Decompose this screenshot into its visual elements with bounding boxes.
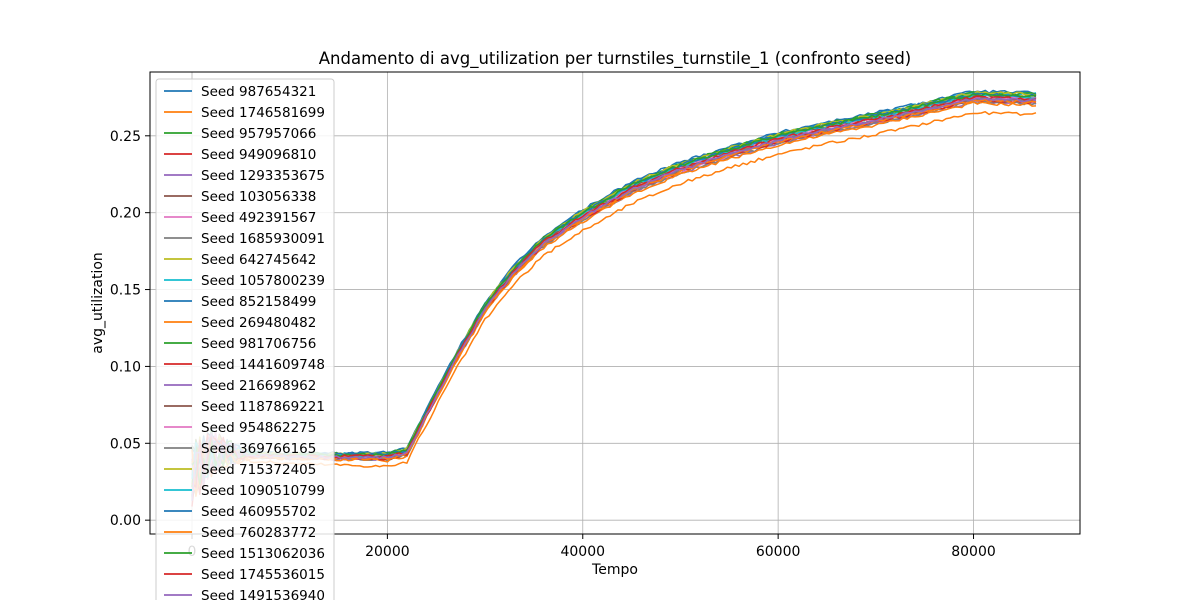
y-axis: 0.00 0.05 0.10 0.15 0.20 0.25 (110, 129, 150, 529)
y-tick-label: 0.10 (110, 359, 141, 375)
legend-entry: Seed 715372405 (201, 462, 316, 478)
legend-entry: Seed 492391567 (201, 210, 316, 226)
legend-entry: Seed 1745536015 (201, 567, 325, 583)
y-tick-label: 0.15 (110, 283, 141, 299)
legend-entry: Seed 1441609748 (201, 357, 325, 373)
x-tick-label: 60000 (756, 544, 801, 560)
x-tick-label: 80000 (951, 544, 996, 560)
legend-entry: Seed 954862275 (201, 420, 316, 436)
legend-entry: Seed 269480482 (201, 315, 316, 331)
legend-entry: Seed 1293353675 (201, 168, 325, 184)
legend-entry: Seed 852158499 (201, 294, 316, 310)
legend-entry: Seed 1491536940 (201, 588, 325, 600)
y-tick-label: 0.25 (110, 129, 141, 145)
x-axis-label: Tempo (591, 562, 638, 578)
legend-entry: Seed 981706756 (201, 336, 316, 352)
legend-entry: Seed 949096810 (201, 147, 316, 163)
legend-entry: Seed 1187869221 (201, 399, 325, 415)
legend-entry: Seed 1057800239 (201, 273, 325, 289)
y-tick-label: 0.20 (110, 206, 141, 222)
legend-entry: Seed 957957066 (201, 126, 316, 142)
legend-entry: Seed 1090510799 (201, 483, 325, 499)
chart-title: Andamento di avg_utilization per turnsti… (319, 49, 912, 69)
x-tick-label: 20000 (365, 544, 410, 560)
y-tick-label: 0.00 (110, 513, 141, 529)
legend-entry: Seed 642745642 (201, 252, 316, 268)
legend: Seed 987654321 Seed 1746581699 Seed 957957… (155, 78, 335, 600)
legend-entry: Seed 216698962 (201, 378, 316, 394)
y-tick-label: 0.05 (110, 436, 141, 452)
legend-entry: Seed 1685930091 (201, 231, 325, 247)
series-lines (191, 89, 1037, 507)
legend-entry: Seed 369766165 (201, 441, 316, 457)
x-tick-label: 40000 (560, 544, 605, 560)
legend-entry: Seed 103056338 (201, 189, 316, 205)
plot-frame (149, 71, 1081, 535)
legend-entry: Seed 460955702 (201, 504, 316, 520)
legend-entry: Seed 1513062036 (201, 546, 325, 562)
legend-entry: Seed 760283772 (201, 525, 316, 541)
y-axis-label: avg_utilization (90, 252, 106, 354)
legend-entry: Seed 987654321 (201, 84, 316, 100)
legend-entry: Seed 1746581699 (201, 105, 325, 121)
legend-frame (155, 78, 335, 600)
